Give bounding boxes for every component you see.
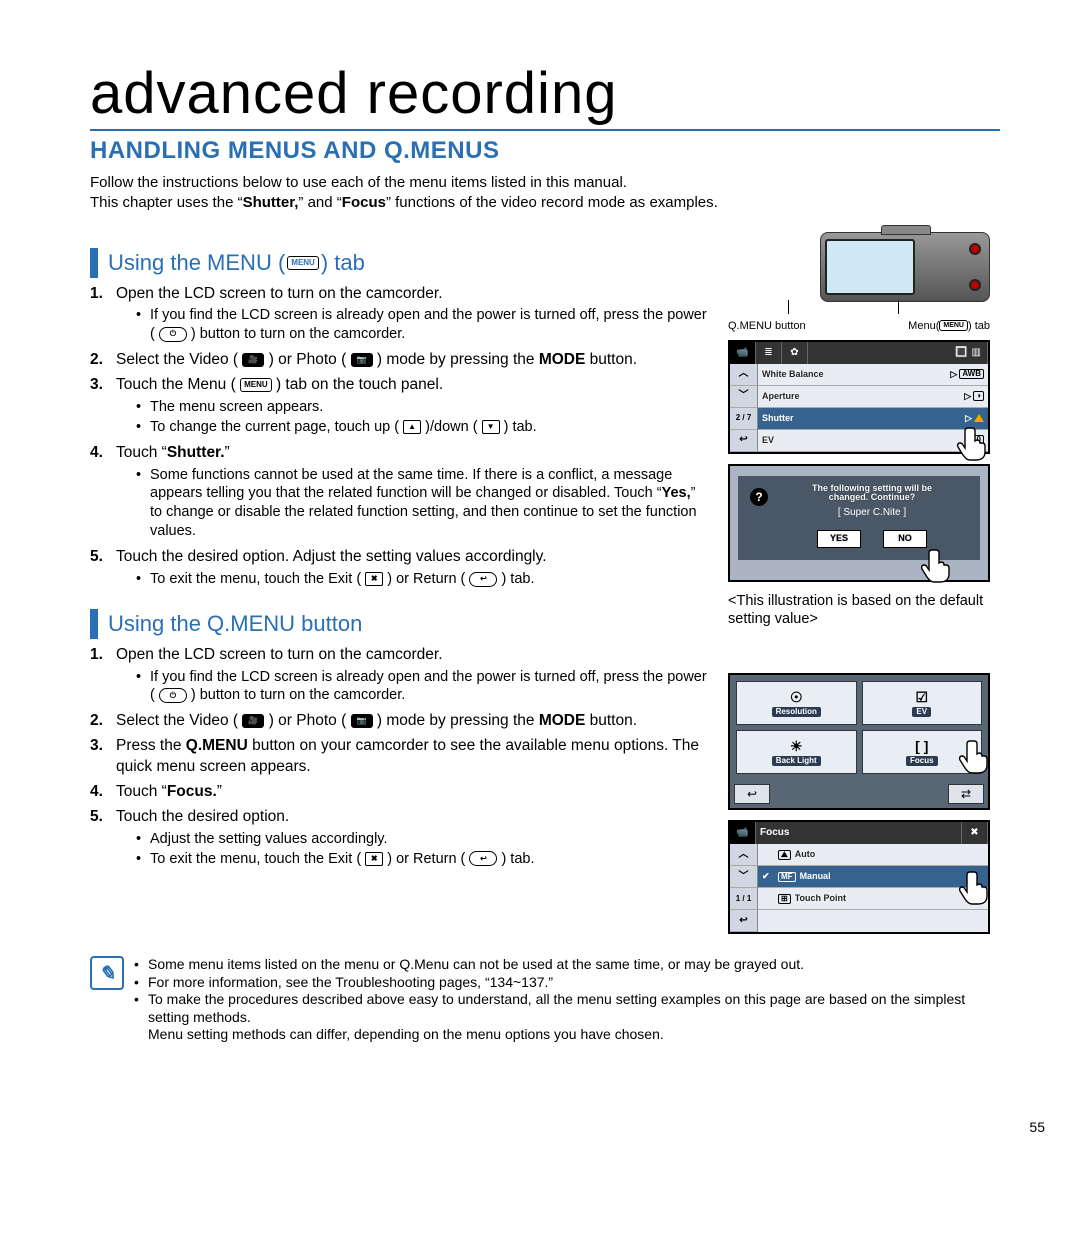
qmenu-steps-list: Open the LCD screen to turn on the camco… — [90, 645, 710, 869]
camcorder-diagram: Q.MENU button Menu(MENU) tab — [728, 232, 990, 332]
step-item: Press the Q.MENU button on your camcorde… — [90, 736, 710, 778]
up-button[interactable]: ︿ — [730, 364, 757, 386]
note-item: To make the procedures described above e… — [134, 991, 1000, 1044]
up-button[interactable]: ︿ — [730, 844, 757, 866]
step-item: Open the LCD screen to turn on the camco… — [90, 645, 710, 706]
focus-row[interactable]: ⛰Auto — [758, 844, 988, 866]
return-button[interactable]: ↩ — [734, 784, 770, 804]
illustration-caption: <This illustration is based on the defau… — [728, 592, 990, 630]
menu-row[interactable]: Aperture▷ ◑ — [758, 386, 988, 408]
note-item: Some menu items listed on the menu or Q.… — [134, 956, 1000, 974]
substep-item: If you find the LCD screen is already op… — [136, 668, 710, 706]
mode-video-icon: 📹 — [730, 822, 756, 844]
mode-video-icon: 📹 — [730, 342, 756, 364]
substep-item: To exit the menu, touch the Exit ( ✖ ) o… — [136, 570, 710, 589]
substep-item: To exit the menu, touch the Exit ( ✖ ) o… — [136, 850, 710, 869]
tab-settings-icon: ✿ — [782, 342, 808, 364]
menu-row[interactable]: Shutter▷ — [758, 408, 988, 430]
intro-text: Follow the instructions below to use eac… — [90, 173, 1000, 214]
pager-label: 1 / 1 — [730, 888, 757, 910]
menu-row[interactable]: White Balance▷ AWB — [758, 364, 988, 386]
confirm-dialog-panel: ? The following setting will bechanged. … — [728, 464, 990, 582]
note-icon: ✎ — [90, 956, 124, 990]
step-item: Select the Video ( 🎥 ) or Photo ( 📷 ) mo… — [90, 711, 710, 732]
dialog-message: The following setting will bechanged. Co… — [812, 484, 932, 502]
label-qmenu-button: Q.MENU button — [728, 320, 806, 332]
section-heading: HANDLING MENUS AND Q.MENUS — [90, 137, 1000, 165]
panel-title: Focus — [756, 822, 962, 844]
qmenu-grid-panel: ☉Resolution☑EV☀Back Light[ ]Focus ↩ ⇄ — [728, 673, 990, 810]
yes-button[interactable]: YES — [817, 530, 861, 548]
focus-submenu-panel: 📹 Focus ✖ ︿ ﹀ 1 / 1 ↩ ⛰Auto✔MFManual⊞Tou… — [728, 820, 990, 934]
qmenu-cell[interactable]: ☉Resolution — [736, 681, 857, 725]
subheading-qmenu: Using the Q.MENU button — [90, 609, 710, 639]
down-button[interactable]: ﹀ — [730, 386, 757, 408]
notes-box: ✎ Some menu items listed on the menu or … — [90, 956, 1000, 1044]
status-icons: 🔳▥ — [808, 342, 988, 364]
page-title: advanced recording — [90, 60, 1000, 131]
qmenu-cell[interactable]: ☀Back Light — [736, 730, 857, 774]
substep-item: The menu screen appears. — [136, 398, 710, 417]
close-button[interactable]: ✖ — [962, 822, 988, 844]
substep-item: To change the current page, touch up ( ▲… — [136, 418, 710, 437]
swap-button[interactable]: ⇄ — [948, 784, 984, 804]
return-button[interactable]: ↩ — [730, 430, 757, 452]
note-item: For more information, see the Troublesho… — [134, 974, 1000, 992]
menu-icon: MENU — [287, 256, 319, 270]
menu-row[interactable]: EV▷ 0 — [758, 430, 988, 452]
lcd-menu-panel: 📹 ≣ ✿ 🔳▥ ︿ ﹀ 2 / 7 ↩ White Balance▷ AWBA… — [728, 340, 990, 454]
dialog-option: [ Super C.Nite ] — [838, 508, 906, 518]
focus-row[interactable]: ⊞Touch Point — [758, 888, 988, 910]
question-icon: ? — [750, 488, 768, 506]
no-button[interactable]: NO — [883, 530, 927, 548]
return-button[interactable]: ↩ — [730, 910, 757, 932]
qmenu-cell[interactable]: [ ]Focus — [862, 730, 983, 774]
page-number: 55 — [1029, 1119, 1045, 1135]
pager-label: 2 / 7 — [730, 408, 757, 430]
tab-list-icon: ≣ — [756, 342, 782, 364]
down-button[interactable]: ﹀ — [730, 866, 757, 888]
step-item: Touch “Shutter.”Some functions cannot be… — [90, 443, 710, 541]
label-menu-tab: Menu(MENU) tab — [908, 320, 990, 332]
substep-item: If you find the LCD screen is already op… — [136, 306, 710, 344]
step-item: Touch the desired option. Adjust the set… — [90, 547, 710, 589]
substep-item: Adjust the setting values accordingly. — [136, 830, 710, 849]
step-item: Select the Video ( 🎥 ) or Photo ( 📷 ) mo… — [90, 350, 710, 371]
step-item: Touch the desired option.Adjust the sett… — [90, 807, 710, 869]
substep-item: Some functions cannot be used at the sam… — [136, 466, 710, 541]
step-item: Touch “Focus.” — [90, 782, 710, 803]
qmenu-cell[interactable]: ☑EV — [862, 681, 983, 725]
step-item: Touch the Menu ( MENU ) tab on the touch… — [90, 375, 710, 437]
subheading-menu-tab: Using the MENU ( MENU ) tab — [90, 248, 710, 278]
step-item: Open the LCD screen to turn on the camco… — [90, 284, 710, 345]
focus-row[interactable]: ✔MFManual — [758, 866, 988, 888]
menu-steps-list: Open the LCD screen to turn on the camco… — [90, 284, 710, 589]
